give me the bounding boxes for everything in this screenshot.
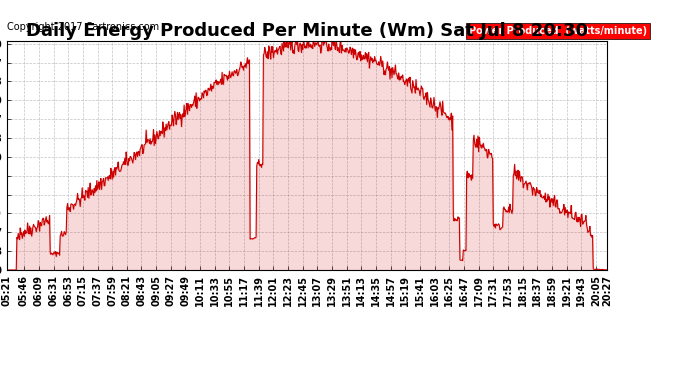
Text: Power Produced  (watts/minute): Power Produced (watts/minute)	[469, 26, 647, 36]
Title: Daily Energy Produced Per Minute (Wm) Sat Jul 8 20:30: Daily Energy Produced Per Minute (Wm) Sa…	[26, 22, 588, 40]
Text: Copyright 2017 Cartronics.com: Copyright 2017 Cartronics.com	[7, 22, 159, 32]
